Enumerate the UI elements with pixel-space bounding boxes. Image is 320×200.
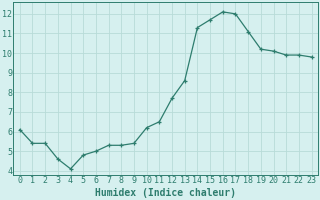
X-axis label: Humidex (Indice chaleur): Humidex (Indice chaleur) xyxy=(95,188,236,198)
